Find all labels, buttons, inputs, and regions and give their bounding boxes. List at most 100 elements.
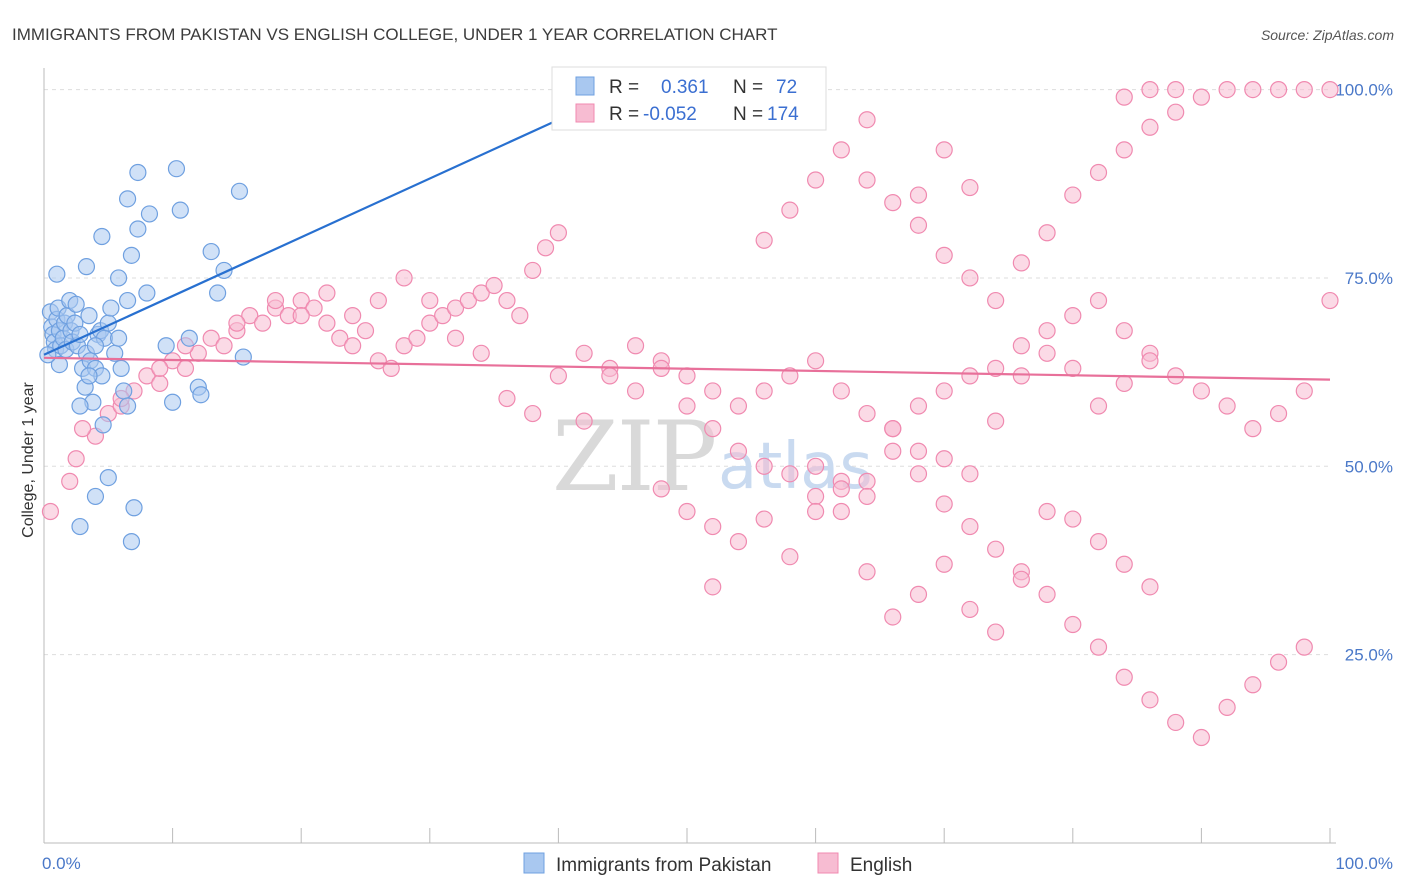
english-point-19 [331,329,349,347]
english-point-123 [961,600,979,619]
english-point-160 [987,291,1005,310]
english-point-140 [884,420,902,438]
english-point-143 [961,465,979,483]
english-point-34 [524,261,542,280]
english-point-150 [1141,352,1159,370]
english-point-176 [1167,81,1185,99]
english-point-166 [1141,118,1159,136]
english-point-114 [1269,653,1288,671]
english-point-61 [678,367,696,385]
english-point-30 [472,284,490,302]
english-point-117 [806,502,825,521]
pakistan-point-43 [140,205,159,223]
english-point-130 [1141,578,1159,596]
english-point-40 [73,420,92,438]
english-point-85 [1295,382,1313,400]
pakistan-point-41 [109,269,128,287]
english-point-74 [1012,337,1030,355]
english-point-28 [446,299,465,317]
english-point-12 [241,307,259,325]
english-point-164 [1089,163,1108,182]
legend-r-value-english: -0.052 [643,104,697,125]
english-point-102 [961,517,979,536]
english-point-75 [1038,322,1056,340]
english-point-4 [138,367,156,385]
english-point-46 [292,307,310,325]
x-ticks [43,828,1331,843]
english-point-172 [1295,81,1313,99]
pakistan-point-40 [93,227,111,246]
pakistan-point-50 [202,242,220,261]
english-point-175 [1141,81,1159,99]
english-point-113 [1244,676,1262,694]
english-point-94 [755,457,773,475]
pakistan-point-70 [118,397,137,415]
english-point-65 [781,367,799,385]
series-pakistan-points [39,160,252,551]
english-point-95 [781,465,799,483]
english-point-168 [1192,88,1211,106]
pakistan-point-62 [192,386,210,404]
english-point-119 [858,563,876,581]
pakistan-point-58 [71,517,89,536]
english-point-157 [909,216,928,234]
english-point-9 [202,329,220,347]
english-point-174 [1115,88,1133,106]
pakistan-trendline [43,118,559,356]
pakistan-point-52 [50,355,69,374]
english-point-158 [935,246,953,264]
english-point-64 [755,382,773,400]
english-point-26 [421,314,439,332]
english-point-25 [408,329,426,347]
english-point-138 [832,480,850,498]
english-point-179 [935,141,953,159]
english-point-144 [987,412,1005,430]
english-point-91 [678,397,696,415]
english-point-57 [575,344,593,362]
pakistan-point-44 [129,220,147,238]
series-legend-swatch-english [817,852,839,874]
legend-r-value-pakistan: 0.361 [661,77,709,98]
english-point-76 [1064,307,1082,325]
pakistan-point-23 [80,307,98,325]
pakistan-point-54 [71,397,89,415]
english-point-97 [832,502,850,521]
english-point-145 [1012,367,1030,385]
pakistan-point-68 [164,393,182,411]
english-point-55 [524,404,542,423]
pakistan-point-39 [77,258,96,276]
english-point-31 [485,276,503,295]
english-point-169 [1218,81,1236,99]
english-point-13 [254,314,272,332]
english-point-132 [678,502,696,521]
english-point-155 [858,171,876,189]
english-point-178 [909,186,928,204]
english-point-83 [1244,420,1262,438]
english-point-127 [1064,510,1082,528]
english-point-170 [1244,81,1262,99]
legend-swatch-pakistan [575,76,595,96]
english-point-108 [1115,668,1133,686]
pakistan-point-35 [112,359,130,377]
english-point-47 [318,284,336,302]
english-point-17 [305,299,323,317]
english-point-125 [1012,570,1030,588]
english-point-133 [704,517,722,536]
pakistan-point-63 [234,348,252,366]
english-point-68 [858,404,876,423]
chart-title: IMMIGRANTS FROM PAKISTAN VS ENGLISH COLL… [12,25,777,44]
english-point-84 [1269,404,1288,423]
english-point-5 [151,374,169,393]
y-tick-labels: 25.0% 50.0% 75.0% 100.0% [1335,81,1393,665]
english-point-36 [549,224,568,242]
y-tick-label-25: 25.0% [1345,646,1393,665]
english-point-173 [1321,81,1339,99]
english-point-149 [1115,374,1133,393]
english-point-177 [858,111,876,129]
english-point-112 [1218,698,1236,716]
english-point-21 [356,322,375,340]
legend-r-label-pakistan: R = [609,77,639,98]
english-point-88 [601,367,619,385]
english-point-92 [704,420,722,438]
